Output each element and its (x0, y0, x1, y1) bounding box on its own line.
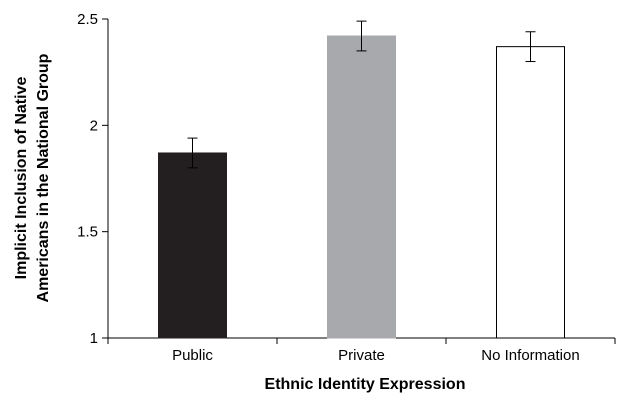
y-tick-label: 2 (90, 117, 98, 134)
plot-area: 1 1.5 2 2.5 Public Private No Information (77, 11, 616, 364)
x-tick-label: Public (172, 347, 213, 364)
x-tick-label: No Information (481, 347, 579, 364)
bar-private (327, 35, 396, 339)
y-tick-label: 1.5 (77, 224, 98, 241)
y-axis-title: Implicit Inclusion of Native Americans i… (13, 53, 52, 302)
y-tick-label: 1 (90, 330, 98, 347)
x-tick-label: Private (338, 347, 385, 364)
x-axis-title: Ethnic Identity Expression (265, 376, 466, 393)
y-axis-title-line-1: Implicit Inclusion of Native (13, 77, 30, 280)
y-axis-title-line-2: Americans in the National Group (35, 53, 52, 302)
bar-no-information (496, 46, 565, 339)
y-tick-label: 2.5 (77, 11, 98, 28)
bar-public (158, 152, 227, 339)
